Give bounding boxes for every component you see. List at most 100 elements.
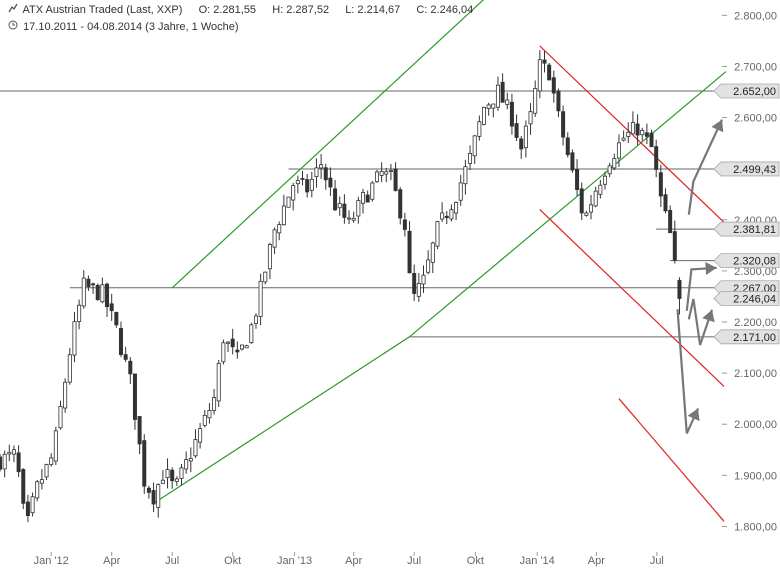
candle-body bbox=[654, 146, 659, 170]
candle-body bbox=[663, 194, 668, 212]
level-label: 2.499,43 bbox=[713, 161, 780, 177]
candle bbox=[356, 196, 361, 224]
candle bbox=[533, 80, 538, 117]
candle bbox=[616, 134, 621, 167]
candle bbox=[514, 114, 519, 142]
candle bbox=[105, 282, 110, 317]
candle bbox=[81, 270, 86, 309]
candle-body bbox=[677, 279, 682, 299]
candle bbox=[86, 275, 91, 291]
level-label-text: 2.652,00 bbox=[733, 86, 776, 98]
x-tick-label: Jan '14 bbox=[520, 555, 555, 567]
candle bbox=[347, 210, 352, 224]
low-value: L: 2.214,67 bbox=[345, 4, 401, 16]
candle bbox=[458, 174, 463, 206]
candle bbox=[621, 130, 626, 142]
candle-body bbox=[435, 221, 440, 247]
candle bbox=[351, 211, 356, 223]
candle bbox=[184, 451, 189, 474]
candle bbox=[491, 103, 496, 118]
candle-body bbox=[212, 397, 217, 411]
candle bbox=[412, 264, 417, 301]
candle bbox=[663, 188, 668, 214]
y-tick-label: 2.000,00 bbox=[734, 419, 777, 431]
candle-body bbox=[398, 189, 403, 219]
level-label: 2.381,81 bbox=[713, 221, 780, 237]
candle bbox=[44, 463, 49, 480]
candle bbox=[537, 50, 542, 99]
x-tick-label: Jul bbox=[165, 555, 179, 567]
candle-body bbox=[253, 315, 258, 325]
candle-body bbox=[407, 230, 412, 274]
candle-body bbox=[30, 496, 35, 514]
candle-body bbox=[347, 217, 352, 220]
candle-body bbox=[123, 354, 128, 360]
candle-body bbox=[626, 131, 631, 137]
candle-body bbox=[81, 277, 86, 307]
candle-body bbox=[118, 328, 123, 355]
candle bbox=[477, 115, 482, 141]
candle bbox=[565, 132, 570, 158]
candle bbox=[100, 277, 105, 304]
candle-body bbox=[630, 122, 635, 135]
x-tick-label: Jan '12 bbox=[34, 555, 69, 567]
candle bbox=[7, 444, 12, 462]
candle bbox=[551, 70, 556, 103]
level-label-text: 2.246,04 bbox=[733, 293, 776, 305]
candle-body bbox=[58, 406, 63, 429]
candle bbox=[16, 445, 21, 477]
candle-body bbox=[0, 456, 3, 470]
candle-body bbox=[202, 414, 207, 426]
candle bbox=[226, 341, 231, 353]
candle bbox=[323, 163, 328, 190]
candle-body bbox=[309, 178, 314, 191]
candle bbox=[0, 453, 3, 472]
candle-body bbox=[602, 175, 607, 185]
candle-body bbox=[593, 190, 598, 207]
candle-body bbox=[668, 209, 673, 234]
y-tick-label: 2.300,00 bbox=[734, 266, 777, 278]
candle-body bbox=[561, 111, 566, 138]
candle bbox=[91, 282, 96, 294]
trend-lines bbox=[153, 0, 727, 522]
candle bbox=[35, 479, 40, 502]
candle bbox=[63, 378, 68, 413]
candle bbox=[463, 159, 468, 195]
candle bbox=[230, 328, 235, 355]
candle bbox=[146, 485, 151, 499]
candle-body bbox=[500, 81, 505, 103]
candle-body bbox=[612, 158, 617, 169]
candle-body bbox=[365, 194, 370, 203]
candle bbox=[528, 103, 533, 135]
candle-body bbox=[644, 132, 649, 137]
candle bbox=[519, 136, 524, 159]
candle bbox=[314, 158, 319, 188]
candle-body bbox=[579, 188, 584, 214]
candle bbox=[337, 196, 342, 216]
candle-body bbox=[132, 373, 137, 420]
candle bbox=[244, 344, 249, 349]
candle-body bbox=[463, 166, 468, 185]
candle-body bbox=[454, 202, 459, 214]
y-tick-label: 2.800,00 bbox=[734, 10, 777, 22]
candle bbox=[626, 122, 631, 143]
candle-body bbox=[412, 273, 417, 294]
candle bbox=[589, 194, 594, 220]
candle bbox=[39, 469, 44, 490]
candle bbox=[193, 429, 198, 459]
level-label-text: 2.320,08 bbox=[733, 256, 776, 268]
candle bbox=[263, 271, 268, 285]
trend-line bbox=[171, 0, 485, 289]
candle-body bbox=[635, 123, 640, 136]
candle-body bbox=[170, 469, 175, 482]
scenario-arrow bbox=[687, 119, 723, 215]
candle-body bbox=[342, 203, 347, 218]
y-tick-label: 1.800,00 bbox=[734, 521, 777, 533]
y-tick-label: 1.900,00 bbox=[734, 470, 777, 482]
candle-body bbox=[174, 478, 179, 482]
candle bbox=[258, 273, 263, 326]
candles bbox=[0, 50, 682, 523]
candle bbox=[67, 347, 72, 385]
candle bbox=[421, 265, 426, 293]
